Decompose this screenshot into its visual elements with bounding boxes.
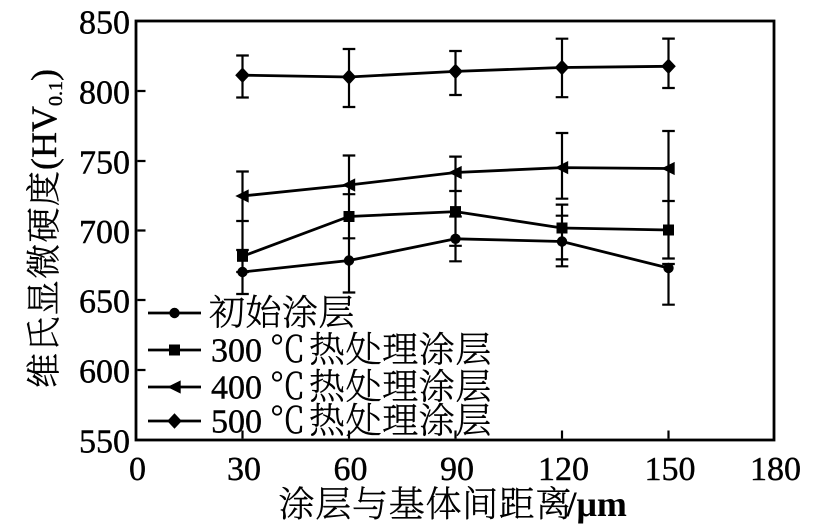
svg-text:30: 30 xyxy=(227,451,261,488)
svg-text:600: 600 xyxy=(79,354,130,391)
svg-text:650: 650 xyxy=(79,284,130,321)
svg-text:120: 120 xyxy=(538,451,589,488)
svg-text:/μm: /μm xyxy=(566,484,627,524)
svg-text:550: 550 xyxy=(79,424,130,461)
svg-text:60: 60 xyxy=(334,451,368,488)
svg-text:90: 90 xyxy=(440,451,474,488)
svg-text:850: 850 xyxy=(79,5,130,42)
svg-text:300: 300 xyxy=(211,333,262,370)
svg-text:700: 700 xyxy=(79,214,130,251)
svg-text:150: 150 xyxy=(645,451,696,488)
svg-text:180: 180 xyxy=(750,451,801,488)
svg-text:400: 400 xyxy=(211,370,262,407)
svg-text:800: 800 xyxy=(79,75,130,112)
svg-text:0: 0 xyxy=(129,451,146,488)
svg-text:500: 500 xyxy=(211,404,262,441)
svg-text:750: 750 xyxy=(79,145,130,182)
